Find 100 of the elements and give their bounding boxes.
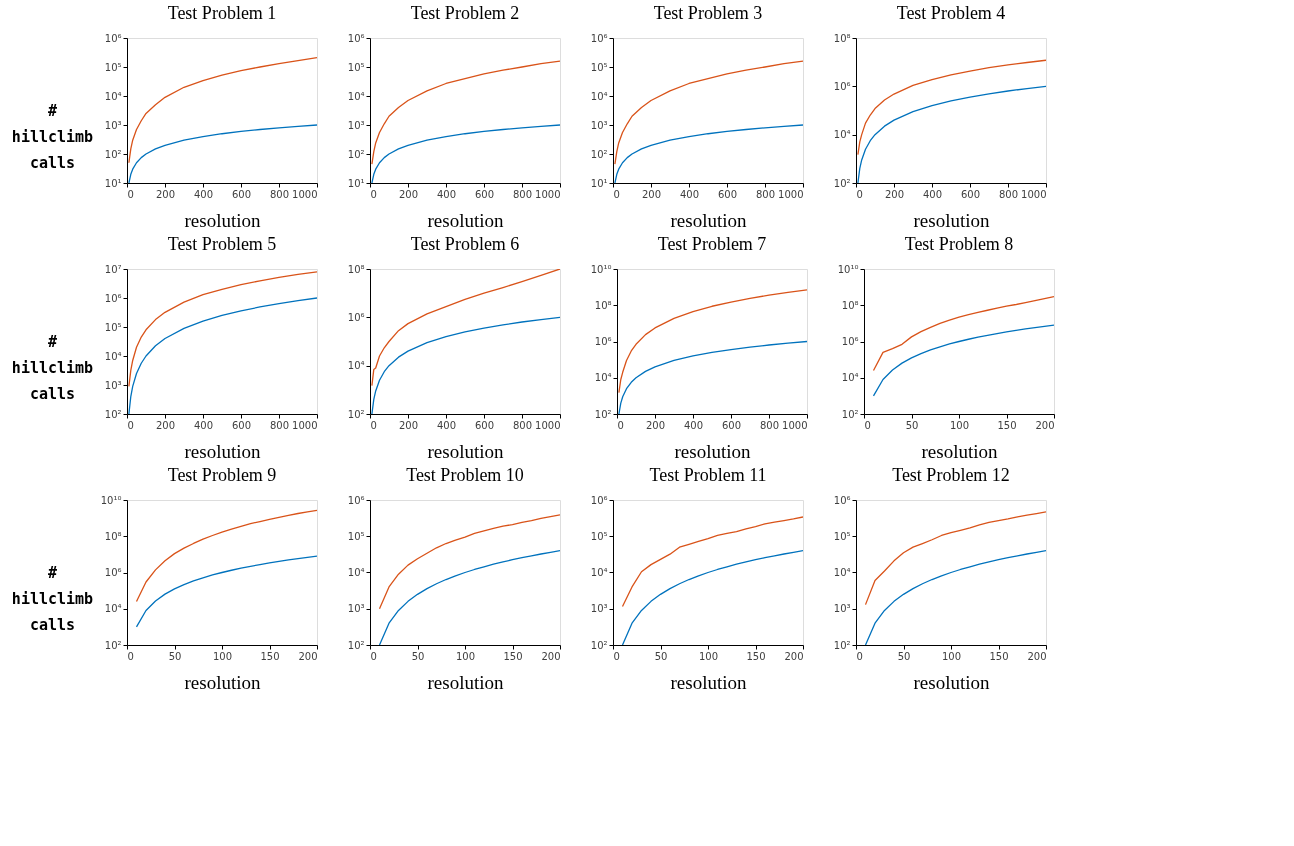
chart-title: Test Problem 3 [653, 3, 763, 23]
y-tick-label: 10⁴ [347, 360, 365, 372]
x-tick-label: 0 [856, 188, 863, 200]
x-tick-label: 600 [960, 188, 981, 200]
y-tick-label: 10⁴ [590, 567, 608, 578]
line-series [621, 550, 803, 645]
line-series [135, 555, 317, 628]
y-tick-label: 10⁶ [594, 336, 612, 347]
line-series [872, 324, 1054, 397]
y-tick-label: 10² [104, 639, 122, 651]
x-axis-title: resolution [674, 440, 751, 462]
x-tick-label: 0 [370, 188, 377, 200]
y-tick-label: 10⁵ [347, 530, 365, 542]
chart-title: Test Problem 10 [406, 465, 524, 485]
y-tick-label: 10² [104, 148, 122, 160]
x-tick-label: 600 [231, 188, 252, 200]
chart-title: Test Problem 7 [657, 234, 767, 254]
y-tick-label: 10⁴ [104, 350, 122, 362]
y-tick-label: 10³ [347, 603, 365, 615]
x-tick-label: 200 [298, 650, 318, 662]
y-tick-label: 10² [833, 639, 851, 651]
y-tick-label: 10⁴ [347, 90, 365, 102]
x-tick-label: 200 [155, 188, 176, 200]
x-tick-label: 400 [679, 188, 700, 200]
x-tick-label: 600 [474, 419, 495, 431]
y-tick-label: 10⁷ [104, 263, 122, 275]
y-tick-label: 10³ [833, 603, 851, 615]
x-axis-title: resolution [670, 671, 747, 693]
y-tick-label: 10⁵ [590, 61, 608, 73]
x-tick-label: 150 [989, 650, 1009, 662]
x-tick-label: 1000 [782, 419, 808, 431]
x-tick-label: 200 [398, 419, 419, 431]
line-series [872, 295, 1054, 372]
x-tick-label: 200 [1027, 650, 1047, 662]
y-tick-label: 10⁶ [104, 292, 122, 304]
x-tick-label: 0 [856, 650, 863, 662]
y-tick-label: 10⁶ [104, 567, 122, 578]
x-tick-label: 100 [698, 650, 719, 662]
x-tick-label: 1000 [292, 419, 318, 431]
y-tick-label: 10⁶ [833, 80, 851, 92]
y-tick-label: 10⁵ [104, 321, 122, 333]
x-tick-label: 600 [717, 188, 738, 200]
x-tick-label: 200 [645, 419, 666, 431]
y-tick-label: 10⁵ [590, 530, 608, 542]
x-axis-title: resolution [184, 671, 261, 693]
x-tick-label: 400 [436, 419, 457, 431]
x-tick-label: 800 [269, 419, 290, 431]
x-tick-label: 200 [155, 419, 176, 431]
y-tick-label: 10² [347, 639, 365, 651]
x-axis-title: resolution [427, 671, 504, 693]
x-tick-label: 200 [541, 650, 561, 662]
y-tick-label: 10⁴ [594, 372, 612, 384]
line-series [614, 60, 803, 165]
y-axis-title: # hillclimb calls [11, 332, 94, 403]
x-axis-title: resolution [184, 209, 261, 231]
y-tick-label: 10³ [104, 379, 122, 391]
y-tick-label: 10¹ [590, 177, 608, 189]
x-tick-label: 150 [503, 650, 523, 662]
x-tick-label: 200 [884, 188, 905, 200]
chart-title: Test Problem 12 [892, 465, 1010, 485]
y-tick-label: 10³ [590, 603, 608, 615]
x-tick-label: 200 [1035, 419, 1055, 431]
x-tick-label: 400 [922, 188, 943, 200]
x-tick-label: 600 [721, 419, 742, 431]
y-axis-title: # hillclimb calls [11, 563, 94, 634]
x-axis-title: resolution [670, 209, 747, 231]
y-tick-label: 10² [841, 408, 859, 420]
x-tick-label: 800 [755, 188, 776, 200]
y-axis-title: # hillclimb calls [11, 101, 94, 172]
y-tick-label: 10² [590, 639, 608, 651]
y-tick-label: 10⁴ [833, 567, 851, 578]
line-series [371, 269, 560, 387]
x-tick-label: 50 [411, 650, 425, 662]
chart-title: Test Problem 1 [167, 3, 277, 23]
x-tick-label: 200 [784, 650, 804, 662]
x-tick-label: 1000 [535, 188, 561, 200]
chart-title: Test Problem 2 [410, 3, 520, 23]
chart-title: Test Problem 8 [904, 234, 1014, 254]
y-tick-label: 10⁴ [104, 603, 122, 615]
x-tick-label: 0 [613, 650, 620, 662]
x-tick-label: 0 [864, 419, 871, 431]
x-tick-label: 1000 [1021, 188, 1047, 200]
x-tick-label: 600 [231, 419, 252, 431]
y-tick-label: 10⁶ [833, 494, 851, 506]
chart-title: Test Problem 6 [410, 234, 520, 254]
y-tick-label: 10¹⁰ [837, 263, 859, 275]
y-tick-label: 10³ [590, 119, 608, 131]
y-tick-label: 10¹⁰ [100, 494, 122, 506]
x-tick-label: 0 [127, 419, 134, 431]
line-series [618, 289, 807, 394]
y-tick-label: 10² [104, 408, 122, 420]
x-tick-label: 100 [455, 650, 476, 662]
line-series [621, 516, 803, 608]
y-tick-label: 10⁸ [594, 299, 612, 311]
x-tick-label: 800 [269, 188, 290, 200]
line-series [864, 511, 1046, 606]
x-tick-label: 200 [398, 188, 419, 200]
x-tick-label: 0 [370, 419, 377, 431]
y-tick-label: 10⁸ [841, 299, 859, 311]
x-tick-label: 1000 [778, 188, 804, 200]
